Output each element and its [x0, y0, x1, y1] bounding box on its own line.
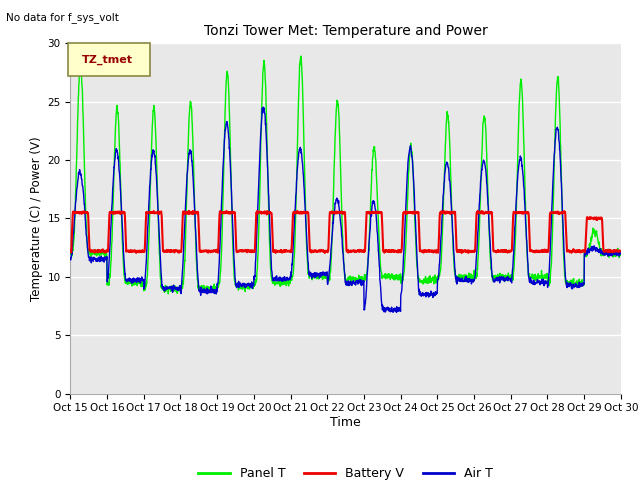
X-axis label: Time: Time: [330, 416, 361, 429]
Y-axis label: Temperature (C) / Power (V): Temperature (C) / Power (V): [30, 136, 44, 300]
Text: No data for f_sys_volt: No data for f_sys_volt: [6, 12, 119, 23]
Title: Tonzi Tower Met: Temperature and Power: Tonzi Tower Met: Temperature and Power: [204, 24, 488, 38]
FancyBboxPatch shape: [68, 43, 150, 76]
Text: TZ_tmet: TZ_tmet: [83, 55, 133, 65]
Legend: Panel T, Battery V, Air T: Panel T, Battery V, Air T: [193, 462, 498, 480]
